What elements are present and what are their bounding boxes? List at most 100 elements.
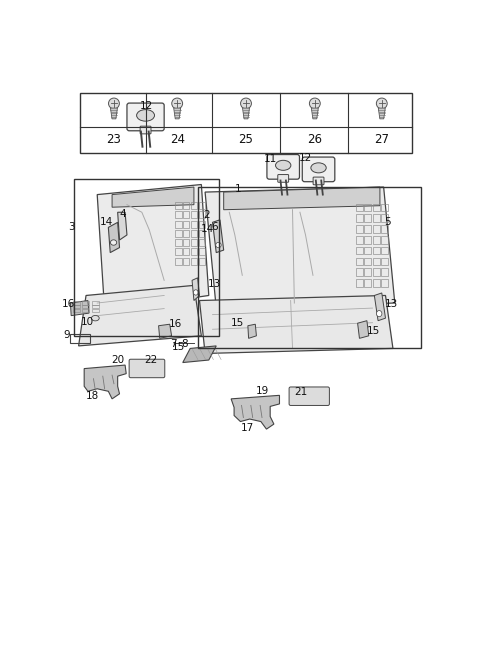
Bar xyxy=(175,202,181,209)
Bar xyxy=(364,204,371,212)
Text: 26: 26 xyxy=(307,134,323,146)
Bar xyxy=(71,334,90,343)
Bar xyxy=(183,230,189,237)
Polygon shape xyxy=(174,108,180,119)
Bar xyxy=(175,221,181,227)
Text: 24: 24 xyxy=(170,134,185,146)
Bar xyxy=(356,236,363,244)
Bar xyxy=(183,202,189,209)
Bar xyxy=(175,257,181,265)
Polygon shape xyxy=(224,187,380,210)
Circle shape xyxy=(172,98,182,109)
Text: 6: 6 xyxy=(211,223,218,233)
Bar xyxy=(373,214,380,222)
FancyBboxPatch shape xyxy=(267,155,300,179)
Bar xyxy=(364,236,371,244)
Text: 11: 11 xyxy=(264,155,277,164)
Text: 27: 27 xyxy=(374,134,389,146)
Bar xyxy=(364,257,371,265)
Bar xyxy=(356,257,363,265)
Bar xyxy=(373,225,380,233)
Bar xyxy=(373,257,380,265)
Text: 9: 9 xyxy=(63,330,70,341)
Text: 1: 1 xyxy=(235,183,242,193)
Bar xyxy=(199,221,205,227)
Polygon shape xyxy=(200,295,393,354)
Bar xyxy=(381,269,388,276)
Text: 7: 7 xyxy=(170,339,177,349)
Text: 3: 3 xyxy=(69,223,75,233)
Bar xyxy=(373,247,380,255)
Circle shape xyxy=(310,98,320,109)
Text: 15: 15 xyxy=(231,318,244,328)
Bar xyxy=(199,239,205,246)
Text: 12: 12 xyxy=(140,102,153,111)
Bar xyxy=(356,269,363,276)
Bar xyxy=(183,221,189,227)
Polygon shape xyxy=(213,220,224,253)
Text: 20: 20 xyxy=(111,355,124,365)
Polygon shape xyxy=(183,346,216,363)
Circle shape xyxy=(108,98,120,109)
Text: 19: 19 xyxy=(256,386,269,396)
Bar xyxy=(183,248,189,255)
Bar xyxy=(92,301,98,305)
FancyBboxPatch shape xyxy=(289,387,329,405)
Text: 21: 21 xyxy=(294,387,308,398)
Polygon shape xyxy=(248,324,256,339)
Bar xyxy=(373,269,380,276)
Polygon shape xyxy=(358,321,369,339)
Bar xyxy=(199,248,205,255)
Text: 17: 17 xyxy=(240,422,254,432)
Bar xyxy=(183,257,189,265)
Bar xyxy=(92,309,98,312)
Bar xyxy=(381,247,388,255)
Polygon shape xyxy=(118,212,127,240)
Ellipse shape xyxy=(216,242,221,248)
Bar xyxy=(191,202,197,209)
Bar xyxy=(175,239,181,246)
Text: 25: 25 xyxy=(239,134,253,146)
Bar xyxy=(191,212,197,218)
Text: 5: 5 xyxy=(384,217,391,227)
Polygon shape xyxy=(110,108,118,119)
Bar xyxy=(199,230,205,237)
Polygon shape xyxy=(312,108,318,119)
Bar xyxy=(364,214,371,222)
Text: 13: 13 xyxy=(208,280,221,290)
Bar xyxy=(373,236,380,244)
Text: 15: 15 xyxy=(367,326,380,336)
Bar xyxy=(191,221,197,227)
Polygon shape xyxy=(79,286,202,346)
Bar xyxy=(199,212,205,218)
Bar xyxy=(381,257,388,265)
Polygon shape xyxy=(192,278,200,301)
Bar xyxy=(356,204,363,212)
Circle shape xyxy=(240,98,252,109)
Text: 2: 2 xyxy=(204,210,210,220)
Polygon shape xyxy=(84,365,126,399)
FancyBboxPatch shape xyxy=(129,359,165,378)
Bar xyxy=(183,212,189,218)
FancyBboxPatch shape xyxy=(127,103,164,131)
Bar xyxy=(175,248,181,255)
Text: 14: 14 xyxy=(200,224,214,234)
Bar xyxy=(381,204,388,212)
Bar xyxy=(83,309,89,312)
Polygon shape xyxy=(378,108,385,119)
Ellipse shape xyxy=(110,240,117,245)
FancyBboxPatch shape xyxy=(302,157,335,181)
Bar xyxy=(175,212,181,218)
Bar xyxy=(198,187,421,348)
Bar xyxy=(381,279,388,287)
Bar xyxy=(373,279,380,287)
FancyBboxPatch shape xyxy=(278,175,288,182)
Polygon shape xyxy=(242,108,250,119)
Bar xyxy=(191,239,197,246)
Ellipse shape xyxy=(92,316,99,321)
Bar xyxy=(191,257,197,265)
Text: 22: 22 xyxy=(144,355,158,365)
Bar xyxy=(92,305,98,309)
Ellipse shape xyxy=(193,290,198,295)
Bar xyxy=(183,239,189,246)
